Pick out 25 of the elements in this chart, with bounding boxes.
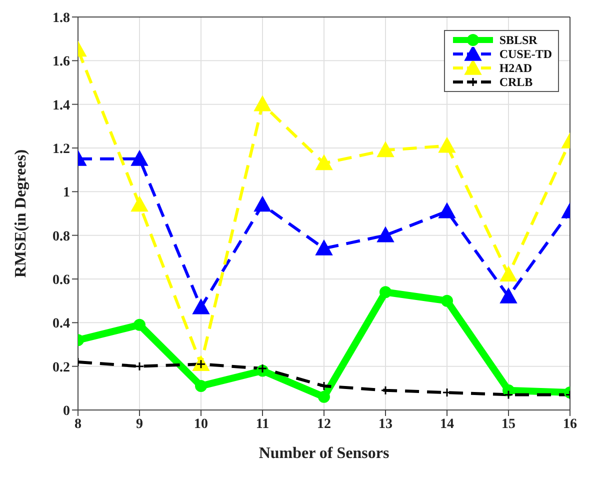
y-tick-label: 0.4: [52, 316, 70, 332]
x-tick-label: 9: [136, 416, 143, 432]
y-axis-title: RMSE(in Degrees): [12, 149, 30, 278]
y-tick-label: 0.2: [52, 360, 70, 376]
x-tick-label: 12: [317, 416, 331, 432]
legend-label: H2AD: [499, 61, 532, 75]
x-tick-label: 15: [502, 416, 516, 432]
x-tick-label: 11: [256, 416, 270, 432]
legend-label: CRLB: [499, 75, 533, 89]
x-tick-label: 16: [563, 416, 577, 432]
y-tick-label: 1.2: [52, 142, 70, 157]
y-tick-label: 1.8: [52, 10, 70, 26]
x-axis-title: Number of Sensors: [258, 445, 390, 462]
y-tick-label: 1.4: [52, 98, 70, 114]
y-tick-label: 1.6: [52, 54, 70, 70]
y-tick-label: 0: [63, 404, 70, 419]
y-tick-label: 0.8: [52, 229, 70, 244]
legend-label: SBLSR: [499, 33, 538, 47]
x-tick-label: 14: [440, 416, 454, 432]
x-tick-label: 13: [378, 416, 392, 432]
x-tick-label: 8: [74, 416, 82, 432]
y-tick-label: 0.6: [52, 272, 70, 288]
legend-label: CUSE-TD: [499, 47, 552, 61]
y-tick-label: 1: [63, 186, 70, 201]
x-tick-label: 10: [194, 416, 208, 432]
